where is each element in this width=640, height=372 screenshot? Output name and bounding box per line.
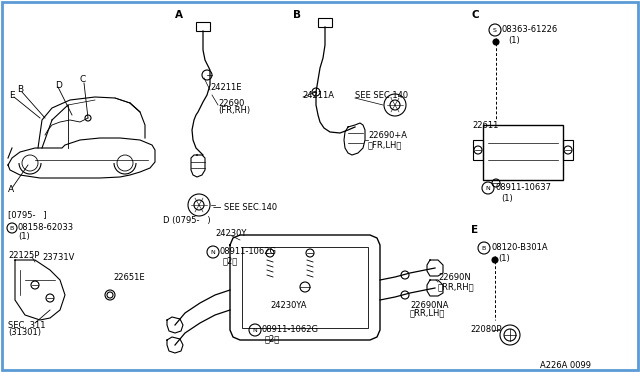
Text: 08911-10637: 08911-10637 [495,183,551,192]
Text: E: E [471,225,478,235]
Text: 23731V: 23731V [42,253,74,263]
Text: D (0795-   ): D (0795- ) [163,215,211,224]
Text: 22690NA: 22690NA [410,301,449,310]
Text: 22080P: 22080P [470,326,502,334]
Text: 08911-1062G: 08911-1062G [262,326,319,334]
Text: S: S [493,28,497,32]
Text: A: A [175,10,183,20]
Text: D: D [55,80,62,90]
Text: N: N [486,186,490,190]
Text: (1): (1) [498,253,509,263]
Text: SEE SEC.140: SEE SEC.140 [355,90,408,99]
Text: E: E [9,90,15,99]
Bar [473,140,483,160]
Bar [196,22,210,31]
Text: 22125P: 22125P [8,250,40,260]
Circle shape [493,39,499,45]
Text: 08363-61226: 08363-61226 [502,26,558,35]
Text: C: C [471,10,479,20]
Text: B: B [17,86,23,94]
Text: — SEE SEC.140: — SEE SEC.140 [213,202,277,212]
Text: 22690: 22690 [218,99,244,108]
Text: 22611: 22611 [472,121,499,129]
Text: 。2＞: 。2＞ [223,257,238,266]
Text: 24230Y: 24230Y [215,228,246,237]
Text: 24211E: 24211E [210,83,241,93]
Text: 24211A: 24211A [302,90,334,99]
Circle shape [492,257,498,263]
Text: 22690+A: 22690+A [368,131,407,140]
Bar [563,140,573,160]
Text: 08911-1062G: 08911-1062G [220,247,277,257]
Text: B: B [10,225,14,231]
Text: (1): (1) [508,35,520,45]
Text: （RR,LH）: （RR,LH） [410,308,445,317]
Text: B: B [293,10,301,20]
Text: (31301): (31301) [8,328,41,337]
Text: SEC. 311: SEC. 311 [8,321,45,330]
Text: 08120-B301A: 08120-B301A [491,244,548,253]
Text: N: N [253,327,257,333]
Text: （RR,RH）: （RR,RH） [438,282,475,292]
Text: (1): (1) [18,232,29,241]
Text: B: B [482,246,486,250]
Text: 。2＞: 。2＞ [265,334,280,343]
Text: 08158-62033: 08158-62033 [18,224,74,232]
Bar [242,247,368,328]
Bar [318,18,332,27]
Text: (1): (1) [501,193,513,202]
Text: 22690N: 22690N [438,273,471,282]
Text: 24230YA: 24230YA [270,301,307,310]
Text: (FR,RH): (FR,RH) [218,106,250,115]
Text: （FR,LH）: （FR,LH） [368,141,403,150]
Text: [0795-   ]: [0795- ] [8,211,47,219]
Text: N: N [211,250,216,254]
Text: A: A [8,186,14,195]
Text: A226A 0099: A226A 0099 [540,360,591,369]
Bar [483,125,563,180]
Text: 22651E: 22651E [113,273,145,282]
Text: C: C [80,76,86,84]
